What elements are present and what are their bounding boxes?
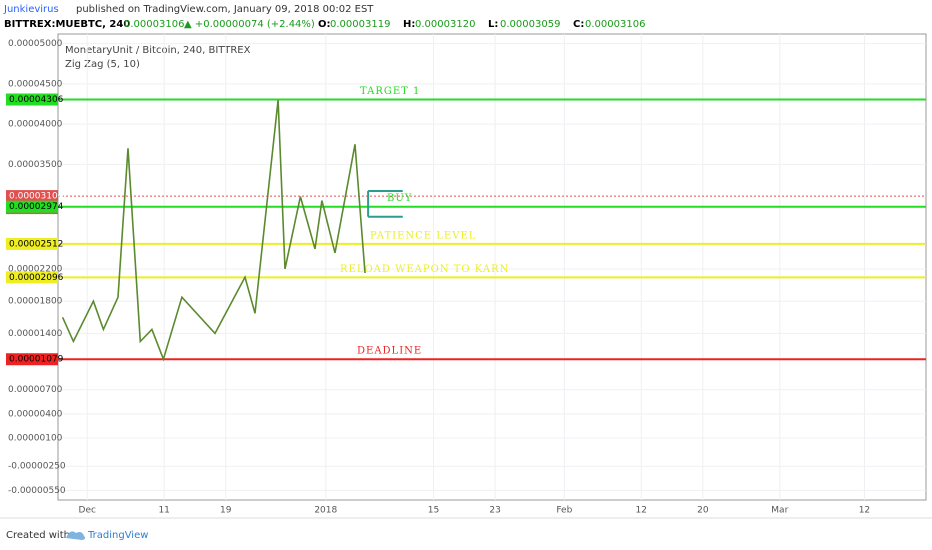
price-badge bbox=[6, 93, 58, 106]
annotation: DEADLINE bbox=[357, 346, 422, 357]
annotation: BUY bbox=[387, 193, 412, 204]
plot-frame bbox=[57, 33, 927, 501]
footer-brand[interactable]: TradingView bbox=[87, 530, 148, 541]
ohlc-key: L: bbox=[488, 19, 498, 30]
footer-created: Created with bbox=[6, 530, 70, 541]
price-badge-label: 0.00004306 bbox=[9, 95, 64, 105]
author[interactable]: Junkievirus bbox=[3, 4, 59, 15]
ohlc-key: O: bbox=[318, 19, 331, 30]
ohlc-value: 0.00003106 bbox=[585, 19, 645, 30]
price-badge-label: 0.00001079 bbox=[9, 355, 64, 365]
y-tick-label: 0.00000100 bbox=[8, 434, 63, 444]
y-tick-label: 0.00001400 bbox=[8, 329, 63, 339]
x-tick-label: 12 bbox=[636, 506, 647, 516]
x-tick-label: Dec bbox=[79, 506, 96, 516]
y-tick-label: 0.00003500 bbox=[8, 160, 63, 170]
ohlc-value: 0.00003059 bbox=[500, 19, 560, 30]
chart-title: MonetaryUnit / Bitcoin, 240, BITTREX bbox=[65, 45, 251, 56]
price-badge bbox=[6, 271, 58, 284]
y-tick-label: -0.00000550 bbox=[8, 486, 66, 496]
y-tick-label: 0.00000400 bbox=[8, 409, 63, 419]
y-tick-label: 0.00004500 bbox=[8, 79, 63, 89]
y-tick-label: 0.00001800 bbox=[8, 297, 63, 307]
x-tick-label: 19 bbox=[220, 506, 232, 516]
price-badge-label: 0.00003106 bbox=[9, 192, 64, 202]
y-tick-label: 0.00004000 bbox=[8, 120, 63, 130]
y-tick-label: 0.00002200 bbox=[8, 265, 63, 275]
annotation: PATIENCE LEVEL bbox=[370, 230, 476, 241]
x-tick-label: Feb bbox=[556, 506, 572, 516]
logo bbox=[66, 531, 86, 540]
x-tick-label: 20 bbox=[697, 506, 709, 516]
x-tick-label: 11 bbox=[158, 506, 169, 516]
ohlc-key: C: bbox=[573, 19, 584, 30]
ohlc-key: H: bbox=[403, 19, 415, 30]
ohlc-value: 0.00003119 bbox=[330, 19, 390, 30]
price-badge bbox=[6, 353, 58, 366]
indicator-name: Zig Zag (5, 10) bbox=[65, 59, 140, 70]
price-badge-label: 0.00002512 bbox=[9, 239, 63, 249]
y-tick-label: 0.00005000 bbox=[8, 39, 63, 49]
zigzag bbox=[61, 99, 366, 362]
published: published on TradingView.com, January 09… bbox=[76, 4, 374, 15]
x-tick-label: 2018 bbox=[314, 506, 337, 516]
x-tick-label: 23 bbox=[489, 506, 500, 516]
annotation: RELOAD WEAPON TO KARN bbox=[340, 264, 509, 275]
price-badge bbox=[6, 200, 58, 213]
x-tick-label: 15 bbox=[428, 506, 439, 516]
price-badge bbox=[6, 237, 58, 250]
last: 0.00003106 bbox=[124, 19, 184, 30]
price-badge-label: 0.00002974 bbox=[9, 202, 64, 212]
x-tick-label: 12 bbox=[859, 506, 870, 516]
change: ▲ +0.00000074 (+2.44%) bbox=[184, 19, 315, 30]
ohlc-value: 0.00003120 bbox=[415, 19, 475, 30]
y-tick-label: -0.00000250 bbox=[8, 462, 66, 472]
x-tick-label: Mar bbox=[771, 506, 788, 516]
symbol: BITTREX:MUEBTC, 240 bbox=[4, 19, 130, 30]
annotation: TARGET 1 bbox=[360, 86, 420, 97]
y-tick-label: 0.00000700 bbox=[8, 385, 63, 395]
price-badge bbox=[6, 190, 58, 203]
price-badge-label: 0.00002096 bbox=[9, 273, 64, 283]
